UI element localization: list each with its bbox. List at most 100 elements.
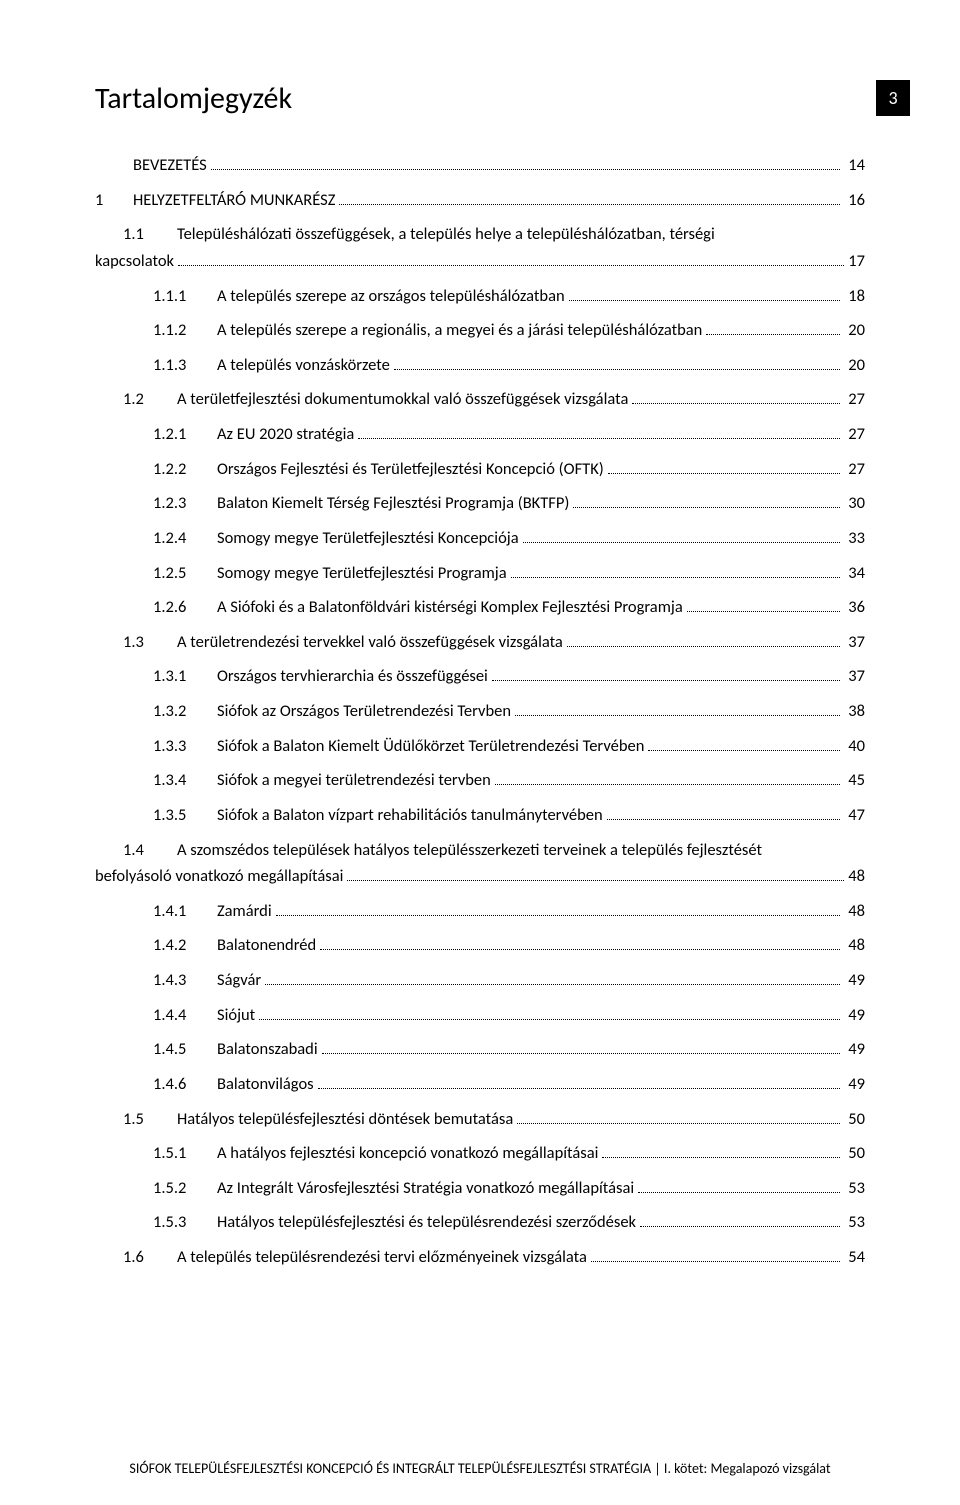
toc-entry: 1HELYZETFELTÁRÓ MUNKARÉSZ16 bbox=[95, 190, 865, 211]
toc-leader bbox=[648, 750, 840, 751]
toc-number: 1.3 bbox=[123, 632, 177, 653]
toc-leader bbox=[492, 680, 840, 681]
toc-leader bbox=[339, 204, 840, 205]
toc-leader bbox=[602, 1157, 840, 1158]
toc-page: 54 bbox=[844, 1247, 865, 1268]
toc-list: BEVEZETÉS14 1HELYZETFELTÁRÓ MUNKARÉSZ16 1.… bbox=[95, 155, 865, 1268]
toc-number: 1.1.3 bbox=[153, 355, 217, 376]
toc-number: 1.1.2 bbox=[153, 320, 217, 341]
toc-number: 1.2.4 bbox=[153, 528, 217, 549]
toc-entry: 1.2A területfejlesztési dokumentumokkal … bbox=[95, 389, 865, 410]
toc-entry: 1.2.6A Siófoki és a Balatonföldvári kist… bbox=[95, 597, 865, 618]
toc-label: Siójut bbox=[217, 1005, 255, 1026]
toc-entry: 1.3.3Siófok a Balaton Kiemelt Üdülőkörze… bbox=[95, 736, 865, 757]
toc-leader bbox=[569, 300, 841, 301]
toc-leader bbox=[259, 1019, 840, 1020]
toc-entry: 1.3.4Siófok a megyei területrendezési te… bbox=[95, 770, 865, 791]
toc-label: HELYZETFELTÁRÓ MUNKARÉSZ bbox=[133, 190, 335, 211]
toc-label: Siófok az Országos Területrendezési Terv… bbox=[217, 701, 511, 722]
toc-number: 1.3.4 bbox=[153, 770, 217, 791]
page-number-badge: 3 bbox=[876, 80, 910, 116]
toc-page: 48 bbox=[844, 901, 865, 922]
toc-page: 33 bbox=[844, 528, 865, 549]
toc-leader bbox=[640, 1226, 840, 1227]
toc-page: 36 bbox=[844, 597, 865, 618]
toc-label: A település szerepe a regionális, a megy… bbox=[217, 320, 702, 341]
toc-leader bbox=[322, 1053, 841, 1054]
toc-label: Siófok a Balaton Kiemelt Üdülőkörzet Ter… bbox=[217, 736, 644, 757]
toc-leader bbox=[523, 542, 841, 543]
toc-label: Balaton Kiemelt Térség Fejlesztési Progr… bbox=[217, 493, 569, 514]
toc-leader bbox=[495, 784, 840, 785]
toc-label: Az Integrált Városfejlesztési Stratégia … bbox=[217, 1178, 634, 1199]
toc-label: Zamárdi bbox=[217, 901, 272, 922]
toc-page: 38 bbox=[844, 701, 865, 722]
toc-number: 1 bbox=[95, 190, 133, 211]
toc-leader bbox=[276, 915, 841, 916]
toc-label: BEVEZETÉS bbox=[133, 155, 207, 176]
toc-page: 37 bbox=[844, 632, 865, 653]
toc-label: Somogy megye Területfejlesztési Programj… bbox=[217, 563, 507, 584]
toc-leader bbox=[608, 473, 840, 474]
toc-number: 1.4 bbox=[123, 840, 177, 861]
toc-entry: 1.2.1Az EU 2020 stratégia27 bbox=[95, 424, 865, 445]
toc-label: Az EU 2020 stratégia bbox=[217, 424, 354, 445]
toc-number: 1.4.1 bbox=[153, 901, 217, 922]
toc-number: 1.1.1 bbox=[153, 286, 217, 307]
toc-label: A település szerepe az országos települé… bbox=[217, 286, 565, 307]
toc-number: 1.2.5 bbox=[153, 563, 217, 584]
toc-label: Balatonszabadi bbox=[217, 1039, 318, 1060]
toc-page: 49 bbox=[844, 970, 865, 991]
toc-entry: 1.5.1A hatályos fejlesztési koncepció vo… bbox=[95, 1143, 865, 1164]
toc-leader bbox=[632, 403, 840, 404]
toc-leader bbox=[511, 577, 841, 578]
toc-label: Somogy megye Területfejlesztési Koncepci… bbox=[217, 528, 519, 549]
toc-leader bbox=[706, 334, 840, 335]
toc-number: 1.2 bbox=[123, 389, 177, 410]
toc-entry: 1.2.5Somogy megye Területfejlesztési Pro… bbox=[95, 563, 865, 584]
toc-entry: 1.2.2Országos Fejlesztési és Területfejl… bbox=[95, 459, 865, 480]
toc-label: A területfejlesztési dokumentumokkal val… bbox=[177, 389, 628, 410]
toc-page: 40 bbox=[844, 736, 865, 757]
toc-number: 1.6 bbox=[123, 1247, 177, 1268]
toc-number: 1.5 bbox=[123, 1109, 177, 1130]
toc-entry: 1.2.3Balaton Kiemelt Térség Fejlesztési … bbox=[95, 493, 865, 514]
toc-leader bbox=[394, 369, 840, 370]
toc-entry: 1.1.2A település szerepe a regionális, a… bbox=[95, 320, 865, 341]
toc-leader bbox=[638, 1192, 840, 1193]
toc-entry: 1.4.2Balatonendréd48 bbox=[95, 935, 865, 956]
toc-page: 53 bbox=[844, 1178, 865, 1199]
toc-entry: 1.3A területrendezési tervekkel való öss… bbox=[95, 632, 865, 653]
toc-entry: 1.4.1Zamárdi 48 bbox=[95, 901, 865, 922]
toc-leader bbox=[567, 646, 840, 647]
toc-entry: 1.4.4Siójut49 bbox=[95, 1005, 865, 1026]
toc-title: Tartalomjegyzék bbox=[95, 80, 865, 117]
toc-entry: BEVEZETÉS14 bbox=[95, 155, 865, 176]
toc-leader bbox=[591, 1261, 840, 1262]
toc-page: 48 bbox=[844, 935, 865, 956]
toc-label: A Siófoki és a Balatonföldvári kistérség… bbox=[217, 597, 683, 618]
toc-number: 1.3.5 bbox=[153, 805, 217, 826]
toc-number: 1.3.3 bbox=[153, 736, 217, 757]
toc-number: 1.1 bbox=[123, 224, 177, 245]
toc-page: 27 bbox=[844, 459, 865, 480]
toc-leader bbox=[607, 819, 841, 820]
toc-entry: 1.4.3Ságvár49 bbox=[95, 970, 865, 991]
toc-entry: 1.1.3A település vonzáskörzete20 bbox=[95, 355, 865, 376]
footer-text: SIÓFOK TELEPÜLÉSFEJLESZTÉSI KONCEPCIÓ ÉS… bbox=[0, 1460, 960, 1477]
toc-entry: 1.5Hatályos településfejlesztési döntése… bbox=[95, 1109, 865, 1130]
toc-leader bbox=[515, 715, 840, 716]
toc-label-cont: kapcsolatok bbox=[95, 251, 174, 272]
toc-entry: 1.3.2Siófok az Országos Területrendezési… bbox=[95, 701, 865, 722]
toc-label: Hatályos településfejlesztési és települ… bbox=[217, 1212, 636, 1233]
toc-entry: 1.6A település településrendezési tervi … bbox=[95, 1247, 865, 1268]
toc-page: 53 bbox=[844, 1212, 865, 1233]
toc-page: 27 bbox=[844, 389, 865, 410]
toc-page: 27 bbox=[844, 424, 865, 445]
toc-label: Siófok a megyei területrendezési tervben bbox=[217, 770, 491, 791]
toc-leader bbox=[178, 265, 844, 266]
toc-leader bbox=[358, 438, 840, 439]
toc-page: 49 bbox=[844, 1039, 865, 1060]
toc-number: 1.5.2 bbox=[153, 1178, 217, 1199]
toc-leader bbox=[318, 1088, 841, 1089]
